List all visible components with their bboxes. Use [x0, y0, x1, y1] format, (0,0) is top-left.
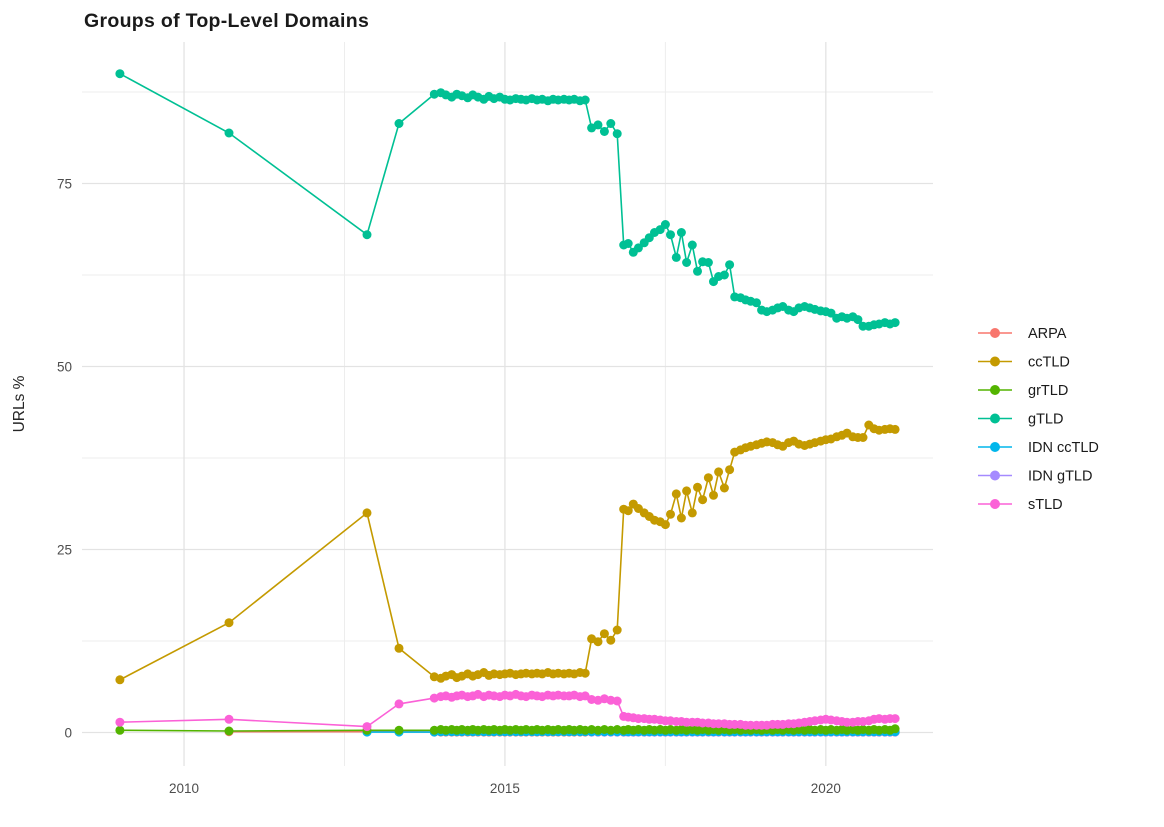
chart-title: Groups of Top-Level Domains [84, 10, 369, 32]
legend-label: IDN ccTLD [1028, 440, 1099, 456]
legend-key-dot [990, 442, 1000, 452]
legend-item-grTLD: grTLD [978, 383, 1068, 399]
series-sTLD [115, 689, 900, 732]
x-tick-label-2015: 2015 [490, 781, 520, 796]
y-axis-title: URLs % [11, 375, 28, 432]
series-grTLD [115, 724, 900, 736]
legend-label: sTLD [1028, 497, 1063, 513]
legend-label: ARPA [1028, 326, 1067, 342]
series-layer [115, 69, 900, 737]
legend-item-ARPA: ARPA [978, 326, 1067, 342]
series-ccTLD [115, 420, 900, 685]
y-tick-label-25: 25 [57, 542, 72, 557]
axis-tick-labels: 2010 2015 2020 0 25 50 75 [57, 176, 841, 796]
y-tick-label-75: 75 [57, 176, 72, 191]
legend-key-dot [990, 385, 1000, 395]
legend-item-IDN-ccTLD: IDN ccTLD [978, 440, 1099, 456]
legend: ARPA ccTLD grTLD gTLD IDN ccTLD IDN gTLD sTLD [978, 326, 1099, 513]
legend-key-dot [990, 499, 1000, 509]
legend-key-dot [990, 356, 1000, 367]
legend-label: grTLD [1028, 383, 1068, 399]
legend-item-IDN-gTLD: IDN gTLD [978, 469, 1092, 485]
legend-key-dot [990, 470, 1000, 481]
legend-item-sTLD: sTLD [978, 497, 1063, 513]
x-tick-label-2020: 2020 [811, 781, 841, 796]
y-tick-label-50: 50 [57, 359, 72, 374]
y-tick-label-0: 0 [64, 725, 72, 740]
series-gTLD [115, 69, 900, 331]
legend-item-ccTLD: ccTLD [978, 355, 1070, 371]
x-tick-label-2010: 2010 [169, 781, 199, 796]
grid-layer [82, 42, 933, 766]
legend-label: gTLD [1028, 412, 1063, 428]
legend-label: IDN gTLD [1028, 469, 1092, 485]
legend-item-gTLD: gTLD [978, 412, 1063, 428]
legend-label: ccTLD [1028, 355, 1070, 371]
legend-key-dot [990, 413, 1000, 424]
legend-key-dot [990, 328, 1000, 338]
